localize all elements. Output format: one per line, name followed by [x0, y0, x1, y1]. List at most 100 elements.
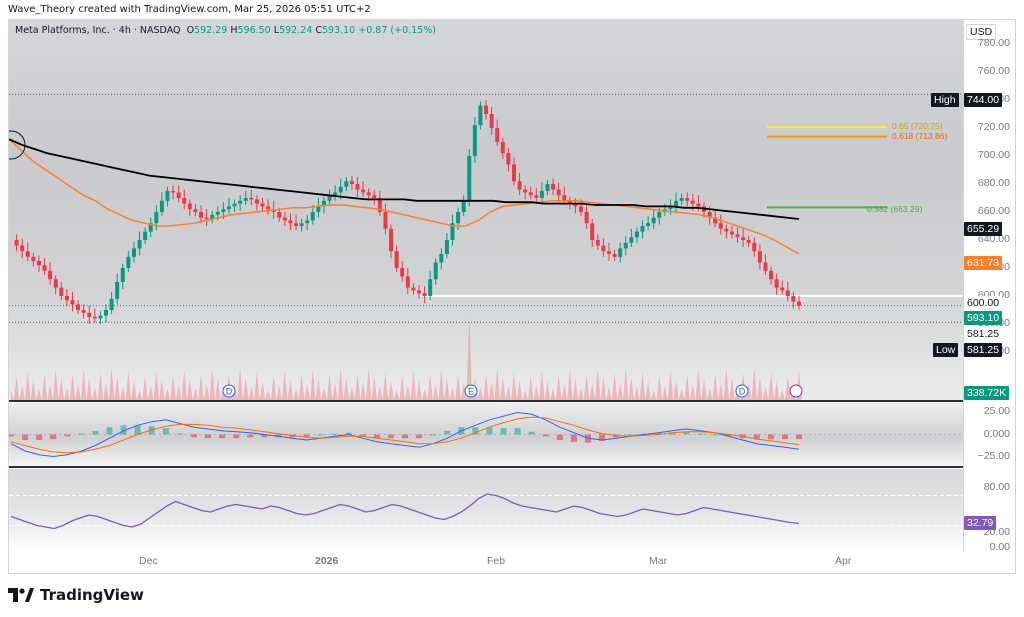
candle-body [439, 254, 444, 263]
candle-body [321, 200, 326, 207]
candle-body [305, 220, 310, 224]
candle-body [81, 310, 86, 313]
open-value: 592.29 [194, 25, 228, 36]
macd-histogram-bar [402, 434, 408, 439]
macd-histogram-bar [22, 434, 29, 440]
candle-body [528, 192, 533, 196]
macd-tick: −25.00 [977, 450, 1010, 463]
candle-body [634, 231, 639, 238]
price-tick: 640.00 [977, 233, 1010, 245]
candle-body [92, 317, 97, 319]
candle-body [137, 240, 142, 249]
candle-body [154, 212, 159, 224]
candle-body [428, 279, 433, 296]
open-label: O [186, 25, 195, 36]
time-label: Feb [487, 555, 506, 567]
macd-histogram-bar [247, 434, 254, 438]
chart-frame[interactable]: D E D Meta Platforms, Inc. · 4h · NASDAQ O… [8, 19, 1016, 574]
macd-histogram-bar [430, 434, 437, 436]
macd-histogram-bar [359, 434, 366, 437]
candle-body [187, 203, 192, 210]
event-marker-icon [222, 384, 236, 398]
candle-body [517, 181, 522, 190]
high-tag: 744.00 [964, 93, 1003, 107]
candle-body [361, 189, 366, 193]
candle-body [59, 287, 64, 296]
candle-body [31, 256, 36, 261]
price-axis[interactable]: USD 780.00760.00740.00720.00700.00680.00… [963, 20, 1015, 553]
chart-credit: Wave_Theory created with TradingView.com… [8, 4, 371, 15]
candle-body [685, 198, 690, 201]
candle-body [444, 240, 449, 254]
candle-body [76, 304, 81, 310]
candle-body [25, 251, 30, 257]
magnifier-icon [9, 130, 26, 160]
macd-histogram-bar [78, 433, 85, 435]
candle-body [333, 192, 338, 196]
candle-body [797, 301, 801, 306]
candle-body [729, 231, 734, 235]
support-tag: 600.00 [964, 296, 1003, 310]
candle-body [115, 282, 120, 299]
price-tick: 720.00 [977, 121, 1010, 133]
macd-histogram-bar [556, 434, 563, 440]
change-value: +0.87 (+0.15%) [358, 25, 436, 36]
candle-body [584, 212, 589, 224]
candle-body [238, 200, 243, 204]
rsi-tick: 0.00 [989, 541, 1010, 553]
candle-body [752, 242, 757, 252]
tradingview-logo[interactable]: TradingView [8, 586, 144, 604]
macd-histogram-bar [472, 427, 479, 435]
candle-body [651, 217, 656, 224]
macd-histogram-bar [627, 434, 634, 436]
candle-body [366, 192, 371, 196]
candle-body [48, 270, 53, 280]
candle-body [109, 298, 114, 310]
signal-line [10, 416, 800, 454]
high-label: H [230, 25, 238, 36]
candle-body [232, 203, 237, 207]
candle-body [657, 212, 662, 218]
macd-histogram-bar [444, 430, 451, 435]
candle-body [104, 310, 109, 316]
macd-histogram-bar [120, 425, 127, 435]
ema50-tag: 631.73 [964, 256, 1003, 270]
currency-label[interactable]: USD [966, 24, 997, 40]
candle-body [266, 206, 271, 210]
macd-pane[interactable] [9, 403, 963, 466]
low-line-tag: 581.25 [964, 327, 1003, 341]
macd-histogram-bar [176, 433, 183, 435]
candle-body [467, 156, 472, 201]
candle-body [763, 262, 768, 271]
candle-body [511, 164, 516, 182]
macd-histogram-bar [655, 432, 662, 435]
candle-body [294, 223, 299, 226]
macd-plot [9, 411, 963, 458]
ema50-line [9, 138, 800, 255]
macd-histogram-bar [205, 434, 211, 439]
macd-histogram-bar [331, 433, 338, 435]
macd-histogram-bar [219, 434, 226, 439]
macd-histogram-bar [373, 434, 380, 439]
candle-body [87, 312, 92, 317]
symbol-legend: Meta Platforms, Inc. · 4h · NASDAQ O592.… [15, 25, 436, 36]
macd-histogram-bar [697, 433, 704, 435]
macd-histogram-bar [796, 434, 802, 440]
pane-separator[interactable] [9, 466, 1015, 468]
time-label: 2026 [315, 555, 339, 567]
candle-body [785, 290, 790, 296]
symbol-title: Meta Platforms, Inc. · 4h · NASDAQ [15, 25, 181, 36]
candle-body [176, 192, 181, 198]
candle-body [159, 200, 164, 212]
candle-body [383, 212, 388, 229]
macd-histogram-bar [317, 434, 324, 436]
candle-body [282, 217, 287, 221]
price-pane[interactable]: D E D Meta Platforms, Inc. · 4h · NASDAQ O… [9, 20, 963, 402]
pane-separator[interactable] [9, 400, 1015, 402]
rsi-plot [9, 493, 963, 530]
candle-body [780, 287, 785, 291]
price-tick: 760.00 [977, 65, 1010, 77]
candle-body [523, 189, 528, 193]
rsi-pane[interactable] [9, 469, 963, 552]
candle-body [556, 189, 561, 196]
